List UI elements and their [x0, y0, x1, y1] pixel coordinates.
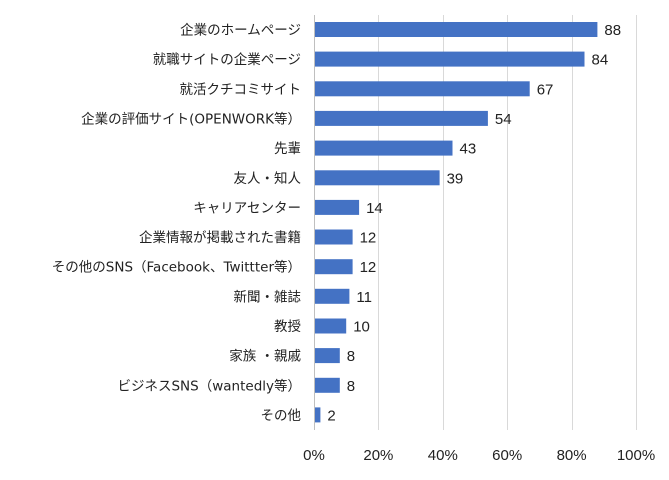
- data-label: 10: [353, 319, 370, 336]
- bar: [315, 170, 440, 186]
- data-label: 43: [460, 141, 477, 158]
- category-label: 企業情報が掲載された書籍: [139, 229, 301, 246]
- bar: [315, 22, 598, 37]
- gridlines: [378, 15, 637, 430]
- category-label: 教授: [274, 319, 301, 335]
- x-tick-label: 40%: [428, 447, 458, 464]
- data-label: 39: [447, 170, 464, 187]
- bar: [315, 348, 340, 364]
- data-label: 8: [347, 378, 355, 395]
- data-label: 12: [360, 259, 377, 276]
- bar: [315, 229, 353, 245]
- data-label: 2: [327, 407, 335, 424]
- bar: [315, 140, 453, 156]
- category-label: 企業の評価サイト(OPENWORK等）: [81, 110, 301, 127]
- x-axis-ticks: 0% 20% 40% 60% 80% 100%: [303, 447, 655, 464]
- data-label: 14: [366, 200, 383, 217]
- bar: [315, 377, 340, 393]
- category-label: その他: [261, 408, 302, 424]
- x-tick-label: 80%: [557, 447, 587, 464]
- x-tick-label: 60%: [492, 447, 522, 464]
- x-tick-label: 0%: [303, 447, 325, 464]
- category-label: 就職サイトの企業ページ: [153, 51, 301, 68]
- category-axis: 企業のホームページ就職サイトの企業ページ就活クチコミサイト企業の評価サイト(OP…: [52, 15, 315, 430]
- bar: [315, 288, 350, 304]
- bar: [315, 407, 321, 423]
- bar: [315, 199, 360, 215]
- bar: [315, 318, 347, 334]
- data-label: 84: [592, 52, 609, 69]
- data-label: 12: [360, 230, 377, 247]
- data-label: 54: [495, 111, 512, 128]
- bar: [315, 51, 585, 67]
- category-label: 友人・知人: [234, 170, 302, 187]
- data-label: 11: [356, 289, 372, 306]
- category-label: 先輩: [274, 141, 301, 157]
- bars: [315, 22, 598, 423]
- data-label: 88: [604, 22, 621, 39]
- category-label: 家族 ・親戚: [229, 348, 301, 365]
- category-label: その他のSNS（Facebook、Twittter等）: [52, 259, 301, 276]
- data-label: 8: [347, 348, 355, 365]
- data-label: 67: [537, 81, 554, 98]
- category-label: キャリアセンター: [193, 200, 301, 216]
- category-label: 新聞・雑誌: [234, 289, 302, 305]
- category-label: ビジネスSNS（wantedly等）: [117, 377, 301, 394]
- category-label: 就活クチコミサイト: [180, 82, 302, 98]
- bar: [315, 81, 530, 97]
- x-tick-label: 20%: [363, 447, 393, 464]
- category-label: 企業のホームページ: [180, 22, 301, 39]
- bar: [315, 259, 353, 275]
- x-tick-label: 100%: [617, 447, 655, 464]
- bar: [315, 110, 488, 126]
